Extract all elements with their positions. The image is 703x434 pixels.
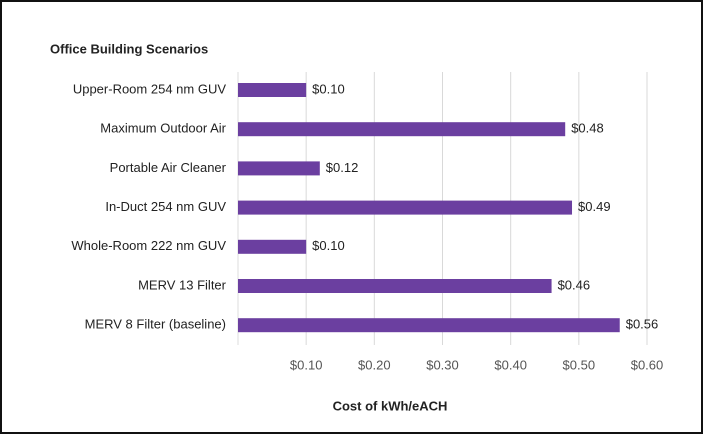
bar xyxy=(238,279,552,293)
bar xyxy=(238,122,566,137)
bar xyxy=(238,200,573,215)
data-label: $0.46 xyxy=(558,277,591,292)
bar xyxy=(238,161,320,176)
data-label: $0.48 xyxy=(571,121,604,136)
bar xyxy=(238,318,620,333)
y-tick-label: Maximum Outdoor Air xyxy=(100,121,226,136)
x-tick-label: $0.50 xyxy=(563,357,596,372)
data-label: $0.49 xyxy=(578,199,611,214)
y-tick-label: MERV 8 Filter (baseline) xyxy=(85,317,226,332)
y-tick-label: Whole-Room 222 nm GUV xyxy=(71,238,226,253)
data-label: $0.10 xyxy=(312,81,345,96)
x-axis-label: Cost of kWh/eACH xyxy=(333,398,448,413)
bar xyxy=(238,83,307,97)
data-label: $0.56 xyxy=(626,317,659,332)
data-label: $0.12 xyxy=(326,160,359,175)
y-tick-label: In-Duct 254 nm GUV xyxy=(105,199,226,214)
x-tick-label: $0.20 xyxy=(358,357,391,372)
x-tick-label: $0.60 xyxy=(631,357,664,372)
bar xyxy=(238,239,307,254)
x-tick-label: $0.30 xyxy=(426,357,459,372)
x-tick-label: $0.40 xyxy=(494,357,527,372)
data-label: $0.10 xyxy=(312,238,345,253)
chart-title: Office Building Scenarios xyxy=(50,41,208,56)
y-tick-label: MERV 13 Filter xyxy=(138,277,227,292)
y-tick-label: Portable Air Cleaner xyxy=(110,160,227,175)
y-tick-label: Upper-Room 254 nm GUV xyxy=(73,81,226,96)
x-tick-label: $0.10 xyxy=(290,357,323,372)
